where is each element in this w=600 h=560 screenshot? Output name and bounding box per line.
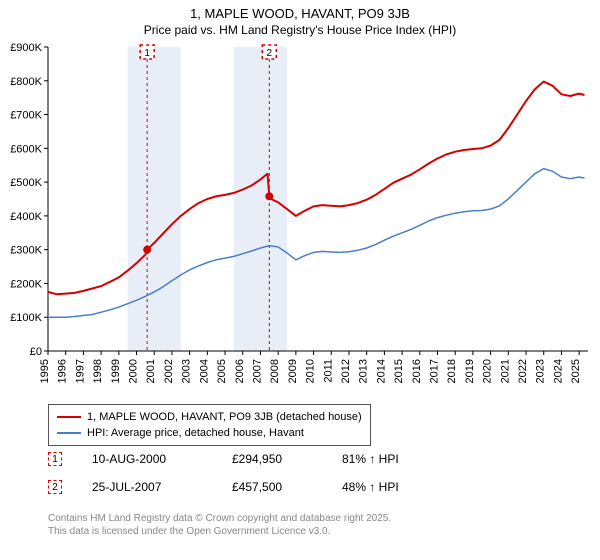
svg-text:2003: 2003 <box>181 359 193 383</box>
footer-attribution: Contains HM Land Registry data © Crown c… <box>48 512 391 538</box>
svg-text:£0: £0 <box>30 346 42 358</box>
chart-title-line1: 1, MAPLE WOOD, HAVANT, PO9 3JB <box>0 0 600 21</box>
svg-text:1997: 1997 <box>74 359 86 383</box>
sale-date-1: 10-AUG-2000 <box>92 452 202 466</box>
svg-text:£900K: £900K <box>10 42 42 54</box>
sale-marker-1: 1 <box>48 452 62 466</box>
svg-text:2018: 2018 <box>446 359 458 383</box>
svg-text:2020: 2020 <box>482 359 494 383</box>
sale-row-2: 2 25-JUL-2007 £457,500 48% ↑ HPI <box>48 480 432 494</box>
legend-label-hpi: HPI: Average price, detached house, Hava… <box>87 427 304 439</box>
svg-text:£600K: £600K <box>10 143 42 155</box>
legend-swatch-property <box>57 416 81 418</box>
svg-text:2: 2 <box>267 48 273 59</box>
svg-text:1995: 1995 <box>39 359 51 383</box>
legend-item-hpi: HPI: Average price, detached house, Hava… <box>57 425 362 441</box>
svg-text:2005: 2005 <box>216 359 228 383</box>
footer-line1: Contains HM Land Registry data © Crown c… <box>48 512 391 525</box>
chart-container: 1, MAPLE WOOD, HAVANT, PO9 3JB Price pai… <box>0 0 600 560</box>
svg-text:2022: 2022 <box>517 359 529 383</box>
footer-line2: This data is licensed under the Open Gov… <box>48 525 391 538</box>
svg-text:2015: 2015 <box>393 359 405 383</box>
svg-text:£700K: £700K <box>10 110 42 122</box>
svg-text:1: 1 <box>144 48 150 59</box>
svg-text:2008: 2008 <box>269 359 281 383</box>
legend-label-property: 1, MAPLE WOOD, HAVANT, PO9 3JB (detached… <box>87 411 362 423</box>
svg-text:£800K: £800K <box>10 76 42 88</box>
sale-price-2: £457,500 <box>232 480 312 494</box>
sale-date-2: 25-JUL-2007 <box>92 480 202 494</box>
svg-text:2011: 2011 <box>322 359 334 383</box>
svg-text:£300K: £300K <box>10 245 42 257</box>
chart-svg: £0 £100K £200K £300K £400K £500K £600K £700K £80… <box>0 41 600 391</box>
svg-text:£400K: £400K <box>10 211 42 223</box>
svg-text:2013: 2013 <box>358 359 370 383</box>
sale-hpi-2: 48% ↑ HPI <box>342 480 432 494</box>
svg-text:2024: 2024 <box>552 359 564 383</box>
svg-text:2016: 2016 <box>411 359 423 383</box>
sale-price-1: £294,950 <box>232 452 312 466</box>
svg-text:2025: 2025 <box>570 359 582 383</box>
svg-text:2012: 2012 <box>340 359 352 383</box>
svg-text:1998: 1998 <box>92 359 104 383</box>
svg-text:2000: 2000 <box>128 359 140 383</box>
svg-text:2002: 2002 <box>163 359 175 383</box>
svg-text:2019: 2019 <box>464 359 476 383</box>
sale-marker-2: 2 <box>48 480 62 494</box>
svg-text:£100K: £100K <box>10 312 42 324</box>
svg-text:2009: 2009 <box>287 359 299 383</box>
svg-text:2007: 2007 <box>251 359 263 383</box>
svg-text:2010: 2010 <box>305 359 317 383</box>
legend-box: 1, MAPLE WOOD, HAVANT, PO9 3JB (detached… <box>48 404 371 446</box>
svg-text:£200K: £200K <box>10 278 42 290</box>
sale-hpi-1: 81% ↑ HPI <box>342 452 432 466</box>
legend-swatch-hpi <box>57 432 81 434</box>
legend-item-property: 1, MAPLE WOOD, HAVANT, PO9 3JB (detached… <box>57 409 362 425</box>
svg-text:1996: 1996 <box>57 359 69 383</box>
svg-text:2021: 2021 <box>499 359 511 383</box>
svg-text:2023: 2023 <box>535 359 547 383</box>
svg-text:2017: 2017 <box>429 359 441 383</box>
svg-text:2001: 2001 <box>145 359 157 383</box>
svg-text:1999: 1999 <box>110 359 122 383</box>
svg-text:£500K: £500K <box>10 177 42 189</box>
chart-title-line2: Price paid vs. HM Land Registry's House … <box>0 21 600 41</box>
svg-text:2004: 2004 <box>198 359 210 383</box>
svg-text:2006: 2006 <box>234 359 246 383</box>
sale-row-1: 1 10-AUG-2000 £294,950 81% ↑ HPI <box>48 452 432 466</box>
chart-plot-area: £0 £100K £200K £300K £400K £500K £600K £700K £80… <box>0 41 570 391</box>
svg-text:2014: 2014 <box>375 359 387 383</box>
